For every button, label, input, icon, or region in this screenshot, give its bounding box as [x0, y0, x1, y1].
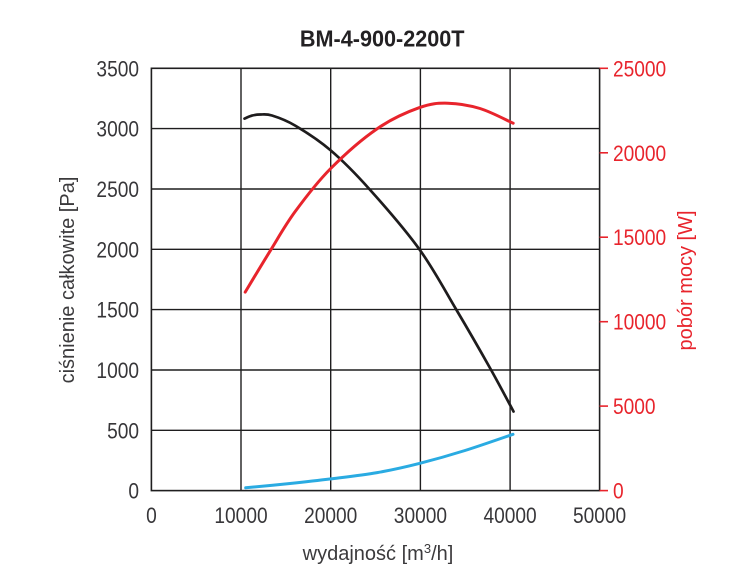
- svg-text:15000: 15000: [613, 226, 666, 251]
- svg-text:50000: 50000: [573, 504, 626, 529]
- svg-text:1000: 1000: [96, 359, 139, 384]
- svg-text:pobór mocy [W]: pobór mocy [W]: [675, 210, 697, 350]
- svg-text:10000: 10000: [214, 504, 267, 529]
- svg-text:2500: 2500: [96, 178, 139, 203]
- svg-text:5000: 5000: [613, 395, 656, 420]
- svg-text:0: 0: [613, 479, 624, 504]
- svg-text:10000: 10000: [613, 310, 666, 335]
- svg-text:20000: 20000: [613, 142, 666, 167]
- svg-text:3500: 3500: [96, 57, 139, 82]
- svg-text:ciśnienie całkowite [Pa]: ciśnienie całkowite [Pa]: [57, 177, 79, 384]
- svg-text:BM-4-900-2200T: BM-4-900-2200T: [300, 26, 465, 52]
- svg-text:3000: 3000: [96, 117, 139, 142]
- svg-text:0: 0: [146, 504, 157, 529]
- svg-text:2000: 2000: [96, 238, 139, 263]
- svg-text:wydajność [m3/h]: wydajność [m3/h]: [302, 541, 454, 565]
- svg-text:20000: 20000: [304, 504, 357, 529]
- svg-text:1500: 1500: [96, 298, 139, 323]
- svg-text:25000: 25000: [613, 57, 666, 82]
- svg-text:0: 0: [128, 479, 139, 504]
- svg-text:40000: 40000: [484, 504, 537, 529]
- svg-text:500: 500: [107, 419, 139, 444]
- svg-text:30000: 30000: [394, 504, 447, 529]
